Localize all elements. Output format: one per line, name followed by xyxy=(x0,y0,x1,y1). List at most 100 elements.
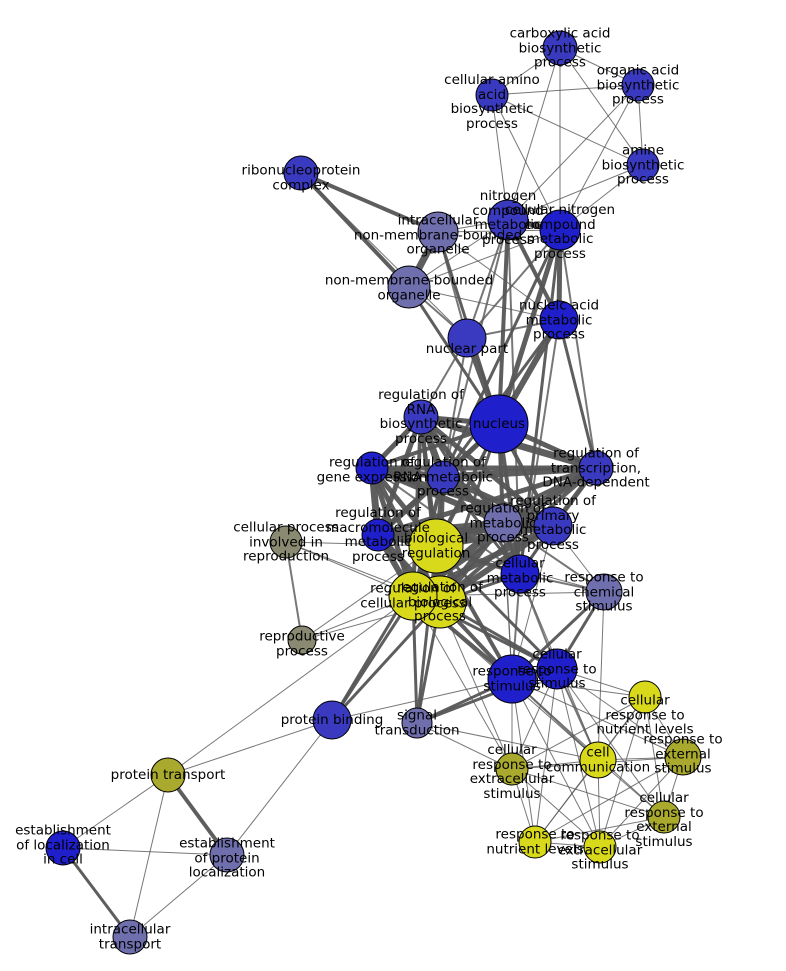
network-edge xyxy=(437,231,560,321)
network-node[interactable] xyxy=(542,30,578,66)
network-node[interactable] xyxy=(283,155,319,191)
network-edge xyxy=(491,94,644,166)
network-edge xyxy=(559,84,639,231)
network-edge xyxy=(491,94,561,231)
network-edge xyxy=(507,47,561,221)
network-edge xyxy=(61,846,132,939)
network-node[interactable] xyxy=(408,518,464,574)
network-node[interactable] xyxy=(536,648,578,690)
network-edge xyxy=(559,229,597,469)
network-node[interactable] xyxy=(647,800,681,834)
network-node[interactable] xyxy=(475,78,509,112)
network-edge xyxy=(415,544,438,725)
edge-layer xyxy=(61,47,684,939)
network-edge xyxy=(375,465,599,538)
network-edge xyxy=(511,696,646,770)
network-edge xyxy=(599,756,684,848)
network-edge xyxy=(534,668,558,843)
network-edge xyxy=(408,229,561,288)
network-edge xyxy=(491,94,509,221)
network-edge xyxy=(167,595,414,776)
network-edge xyxy=(434,544,559,671)
network-edge xyxy=(491,84,639,96)
network-edge xyxy=(534,816,665,843)
network-edge xyxy=(466,219,509,339)
network-edge xyxy=(511,768,601,848)
network-node[interactable] xyxy=(426,460,460,494)
network-edge xyxy=(330,594,415,722)
network-node[interactable] xyxy=(150,757,186,793)
network-node[interactable] xyxy=(578,450,614,486)
network-edge xyxy=(416,722,599,761)
network-edge xyxy=(507,84,639,221)
network-node[interactable] xyxy=(403,399,439,435)
network-node[interactable] xyxy=(518,825,552,859)
network-node[interactable] xyxy=(401,707,433,739)
network-edge xyxy=(507,164,644,221)
network-edge xyxy=(599,696,646,848)
network-edge xyxy=(511,678,601,848)
network-edge xyxy=(331,678,513,721)
network-node[interactable] xyxy=(539,300,579,340)
network-edge xyxy=(411,415,423,598)
network-node[interactable] xyxy=(387,265,431,309)
network-edge xyxy=(299,171,440,234)
network-edge xyxy=(466,229,561,339)
network-edge xyxy=(129,854,228,938)
network-node[interactable] xyxy=(583,830,617,864)
network-node[interactable] xyxy=(539,209,581,251)
network-node[interactable] xyxy=(45,830,81,866)
network-edge xyxy=(556,668,684,758)
network-edge xyxy=(559,47,644,166)
network-node[interactable] xyxy=(585,573,623,611)
network-edge xyxy=(597,591,605,761)
network-edge xyxy=(285,541,303,641)
network-edge xyxy=(416,722,513,770)
network-edge xyxy=(439,601,513,770)
network-node[interactable] xyxy=(469,394,529,454)
network-edge xyxy=(502,522,605,593)
network-edge xyxy=(330,600,442,722)
network-edge xyxy=(300,172,468,339)
network-edge xyxy=(557,318,598,470)
network-edge xyxy=(299,171,411,289)
network-node[interactable] xyxy=(269,525,303,559)
network-edge xyxy=(408,286,560,321)
network-edge xyxy=(497,218,510,426)
network-node[interactable] xyxy=(500,554,540,594)
network-edge xyxy=(496,227,563,427)
network-node[interactable] xyxy=(361,518,395,552)
network-edge xyxy=(644,696,665,818)
network-node[interactable] xyxy=(355,451,389,485)
network-node[interactable] xyxy=(533,506,573,546)
network-node[interactable] xyxy=(579,741,617,779)
network-node[interactable] xyxy=(287,625,317,655)
network-node[interactable] xyxy=(626,148,660,182)
network-edge xyxy=(498,423,513,680)
network-node[interactable] xyxy=(487,199,529,241)
network-edge xyxy=(511,525,554,680)
node-layer xyxy=(45,30,702,955)
network-node[interactable] xyxy=(483,503,523,543)
network-node[interactable] xyxy=(495,752,529,786)
network-edge xyxy=(167,719,333,776)
network-node[interactable] xyxy=(209,837,245,873)
network-edge xyxy=(129,774,169,938)
network-node[interactable] xyxy=(312,700,352,740)
network-edge xyxy=(369,465,556,529)
network-edge xyxy=(62,774,169,849)
network-node[interactable] xyxy=(112,919,148,955)
network-node[interactable] xyxy=(664,738,702,776)
network-edge xyxy=(226,719,333,856)
network-node[interactable] xyxy=(487,654,537,704)
network-node[interactable] xyxy=(447,318,487,358)
network-edge xyxy=(511,768,665,818)
network-edge xyxy=(556,668,601,848)
network-node[interactable] xyxy=(417,211,459,253)
network-node[interactable] xyxy=(388,571,438,621)
network-edge xyxy=(511,678,684,758)
network-edge xyxy=(62,847,228,856)
network-node[interactable] xyxy=(628,680,662,714)
network-node[interactable] xyxy=(621,68,655,102)
